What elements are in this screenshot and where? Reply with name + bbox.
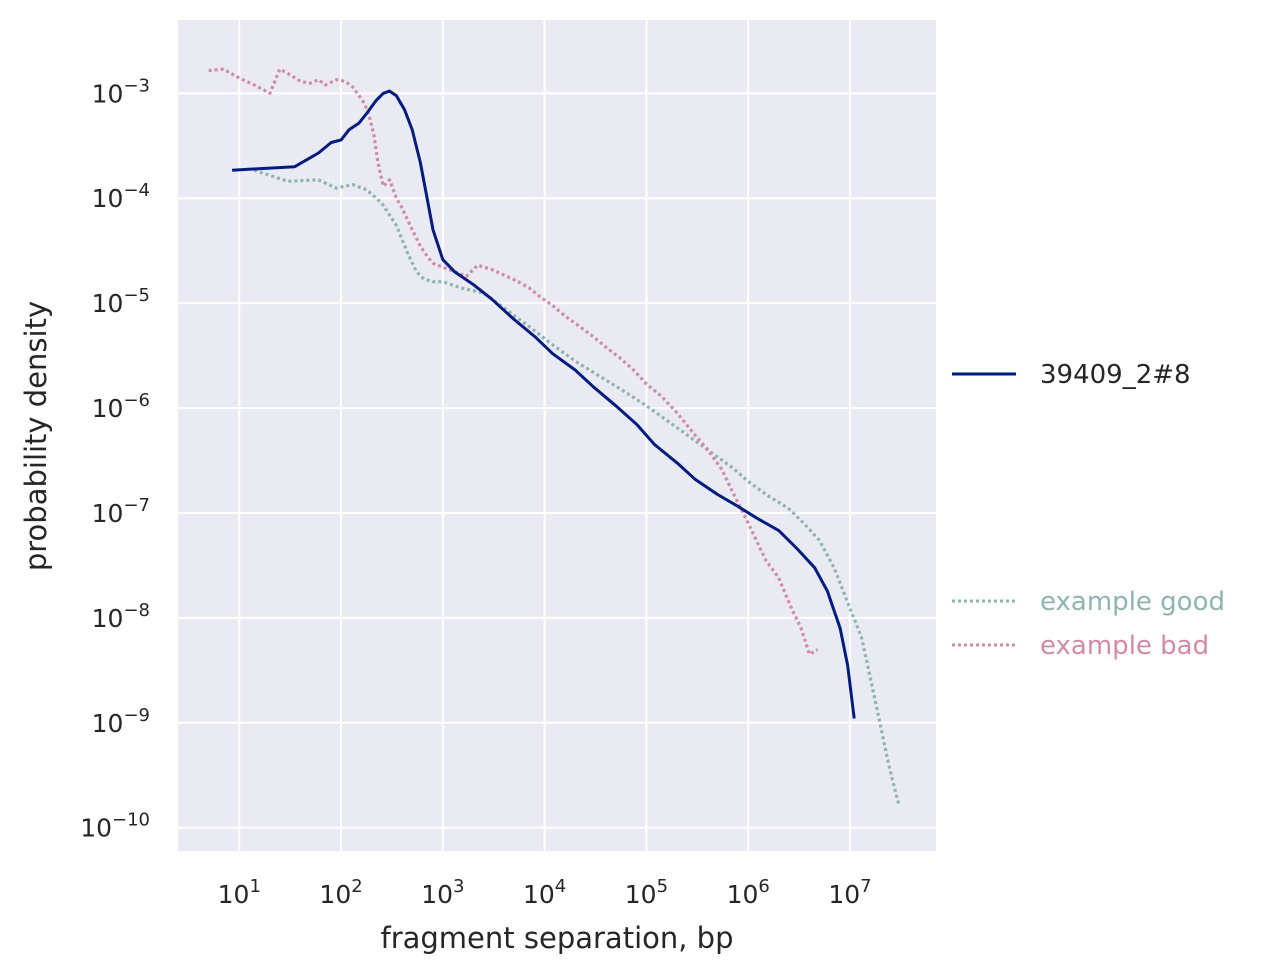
x-tick-label-4: 105 — [625, 876, 668, 909]
x-tick-labels: 101 102 103 104 105 106 107 — [218, 876, 872, 909]
series-line-0 — [232, 89, 856, 719]
x-tick-label-0: 101 — [218, 876, 261, 909]
y-tick-label-6: 10−9 — [92, 705, 150, 738]
series-line-2 — [208, 67, 819, 656]
series-layer — [208, 67, 901, 804]
y-tick-label-5: 10−8 — [92, 600, 150, 633]
x-tick-label-2: 103 — [421, 876, 464, 909]
y-tick-label-4: 10−7 — [92, 495, 150, 528]
legend-label-0: 39409_2#8 — [1040, 360, 1191, 390]
y-tick-label-1: 10−4 — [92, 180, 150, 213]
y-tick-label-2: 10−5 — [92, 285, 150, 318]
legend: 39409_2#8 example good example bad — [952, 360, 1225, 661]
legend-label-1: example good — [1040, 587, 1225, 617]
y-tick-label-7: 10−10 — [80, 810, 150, 843]
x-axis-label: fragment separation, bp — [381, 921, 734, 955]
x-tick-label-5: 106 — [727, 876, 770, 909]
y-tick-labels: 10−3 10−4 10−5 10−6 10−7 10−8 10−9 10−10 — [80, 75, 150, 842]
x-tick-label-6: 107 — [828, 876, 871, 909]
series-line-1 — [253, 168, 901, 804]
y-axis-label: probability density — [19, 301, 53, 571]
y-tick-label-0: 10−3 — [92, 75, 150, 108]
y-tick-label-3: 10−6 — [92, 390, 150, 423]
plot-background — [178, 20, 936, 851]
x-tick-label-1: 102 — [319, 876, 362, 909]
x-tick-label-3: 104 — [523, 876, 566, 909]
legend-label-2: example bad — [1040, 631, 1209, 661]
